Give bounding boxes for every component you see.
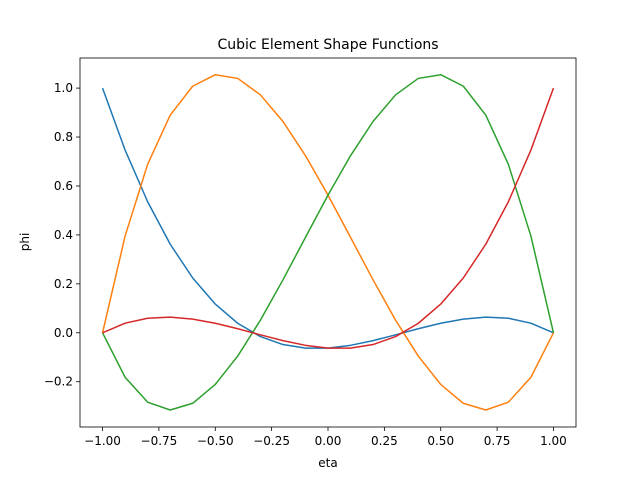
x-tick-label: 0.75	[484, 434, 511, 448]
x-tick-label: 0.25	[371, 434, 398, 448]
y-tick-label: 0.0	[54, 326, 73, 340]
y-tick-label: −0.2	[44, 375, 73, 389]
series-line	[101, 73, 555, 411]
x-tick-label: 0.00	[315, 434, 342, 448]
x-tick-label: −0.25	[253, 434, 290, 448]
x-tick-label: −1.00	[84, 434, 121, 448]
series-line	[101, 87, 554, 349]
y-tick-label: 0.6	[54, 179, 73, 193]
y-axis-label: phi	[18, 233, 32, 252]
chart-title: Cubic Element Shape Functions	[217, 37, 438, 53]
plot-frame	[79, 57, 577, 428]
x-tick-label: 1.00	[540, 434, 567, 448]
y-tick-label: 1.0	[54, 81, 73, 95]
y-tick-label: 0.2	[54, 277, 73, 291]
series-line	[102, 87, 555, 349]
series-line	[101, 73, 555, 411]
x-tick-label: −0.50	[197, 434, 234, 448]
x-tick-label: −0.75	[141, 434, 178, 448]
x-tick-label: 0.50	[427, 434, 454, 448]
x-axis-label: eta	[318, 456, 337, 470]
y-tick-label: 0.8	[54, 130, 73, 144]
y-tick-label: 0.4	[54, 228, 73, 242]
